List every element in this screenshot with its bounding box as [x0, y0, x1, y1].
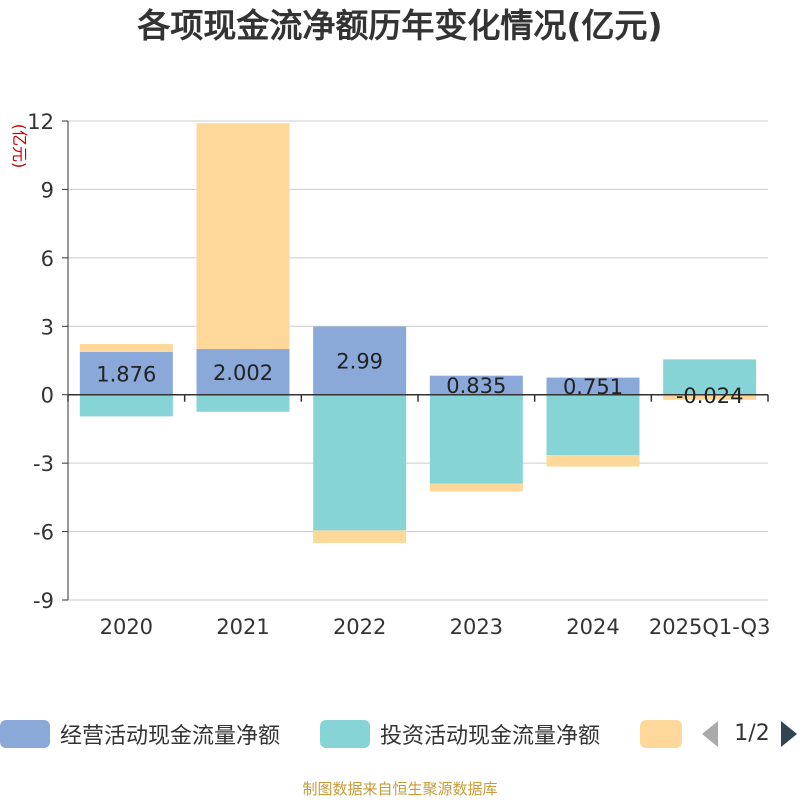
- source-note: 制图数据来自恒生聚源数据库: [302, 780, 498, 798]
- bar-series1-2022: [313, 394, 407, 531]
- bar-series2-2025Q1-Q3: [663, 395, 757, 400]
- legend-swatch-investing: [320, 720, 370, 748]
- x-tick-label-2020: 2020: [100, 615, 153, 639]
- x-tick-label-2024: 2024: [566, 615, 619, 639]
- bar-series0-2022: [313, 326, 407, 395]
- y-tick-label: 3: [41, 315, 54, 339]
- y-tick-label: 12: [27, 110, 54, 134]
- legend-item-financing[interactable]: [640, 716, 682, 752]
- x-tick-label-2023: 2023: [450, 615, 503, 639]
- bar-series1-2021: [196, 394, 290, 412]
- y-axis-label: (亿元): [10, 124, 29, 169]
- bar-series2-2020: [79, 343, 173, 352]
- bar-series2-2023: [429, 483, 523, 492]
- bar-series1-2024: [546, 394, 640, 456]
- x-tick-label-2022: 2022: [333, 615, 386, 639]
- y-tick-label: -6: [33, 521, 54, 545]
- data-label-2021: 2.002: [213, 361, 273, 385]
- legend-swatch-financing: [640, 720, 682, 748]
- legend-prev-page-icon[interactable]: [700, 721, 720, 747]
- bar-series0-2020: [79, 351, 173, 395]
- y-tick-label: 0: [41, 384, 54, 408]
- data-label-2022: 2.99: [336, 350, 383, 374]
- legend-next-page-icon[interactable]: [779, 721, 799, 747]
- legend-label-operating: 经营活动现金流量净额: [60, 724, 281, 749]
- bar-series1-2020: [79, 394, 173, 417]
- bar-series2-2022: [313, 530, 407, 543]
- legend-item-investing[interactable]: 投资活动现金流量净额: [320, 716, 600, 752]
- y-tick-label: 9: [41, 178, 54, 202]
- legend-label-investing: 投资活动现金流量净额: [380, 724, 601, 749]
- x-tick-label-2021: 2021: [216, 615, 269, 639]
- y-tick-label: 6: [41, 247, 54, 271]
- bar-series0-2024: [546, 377, 640, 395]
- data-label-2025Q1-Q3: -0.024: [676, 384, 744, 408]
- data-label-2020: 1.876: [96, 362, 156, 386]
- data-label-2023: 0.835: [446, 374, 506, 398]
- bar-series1-2025Q1-Q3: [663, 359, 757, 395]
- legend-page-indicator: 1/2: [734, 721, 770, 746]
- bar-series2-2021: [196, 123, 290, 350]
- legend-item-operating[interactable]: 经营活动现金流量净额: [0, 716, 280, 752]
- chart-plot: (亿元) 12 9 6 3 0 -3 -6 -9 2020 2021 2022 2023 2024 20…: [10, 110, 771, 639]
- y-tick-label: -3: [33, 452, 54, 476]
- bar-series0-2023: [429, 375, 523, 395]
- legend: 经营活动现金流量净额 投资活动现金流量净额 1/2: [0, 716, 800, 752]
- bar-series2-2024: [546, 455, 640, 467]
- bar-series0-2021: [196, 349, 290, 395]
- legend-swatch-operating: [0, 720, 50, 748]
- data-label-2024: 0.751: [563, 375, 623, 399]
- bar-series1-2023: [429, 394, 523, 484]
- x-tick-label-2025Q1-Q3: 2025Q1-Q3: [649, 615, 771, 639]
- chart-title: 各项现金流净额历年变化情况(亿元): [137, 6, 663, 45]
- y-tick-label: -9: [33, 589, 54, 613]
